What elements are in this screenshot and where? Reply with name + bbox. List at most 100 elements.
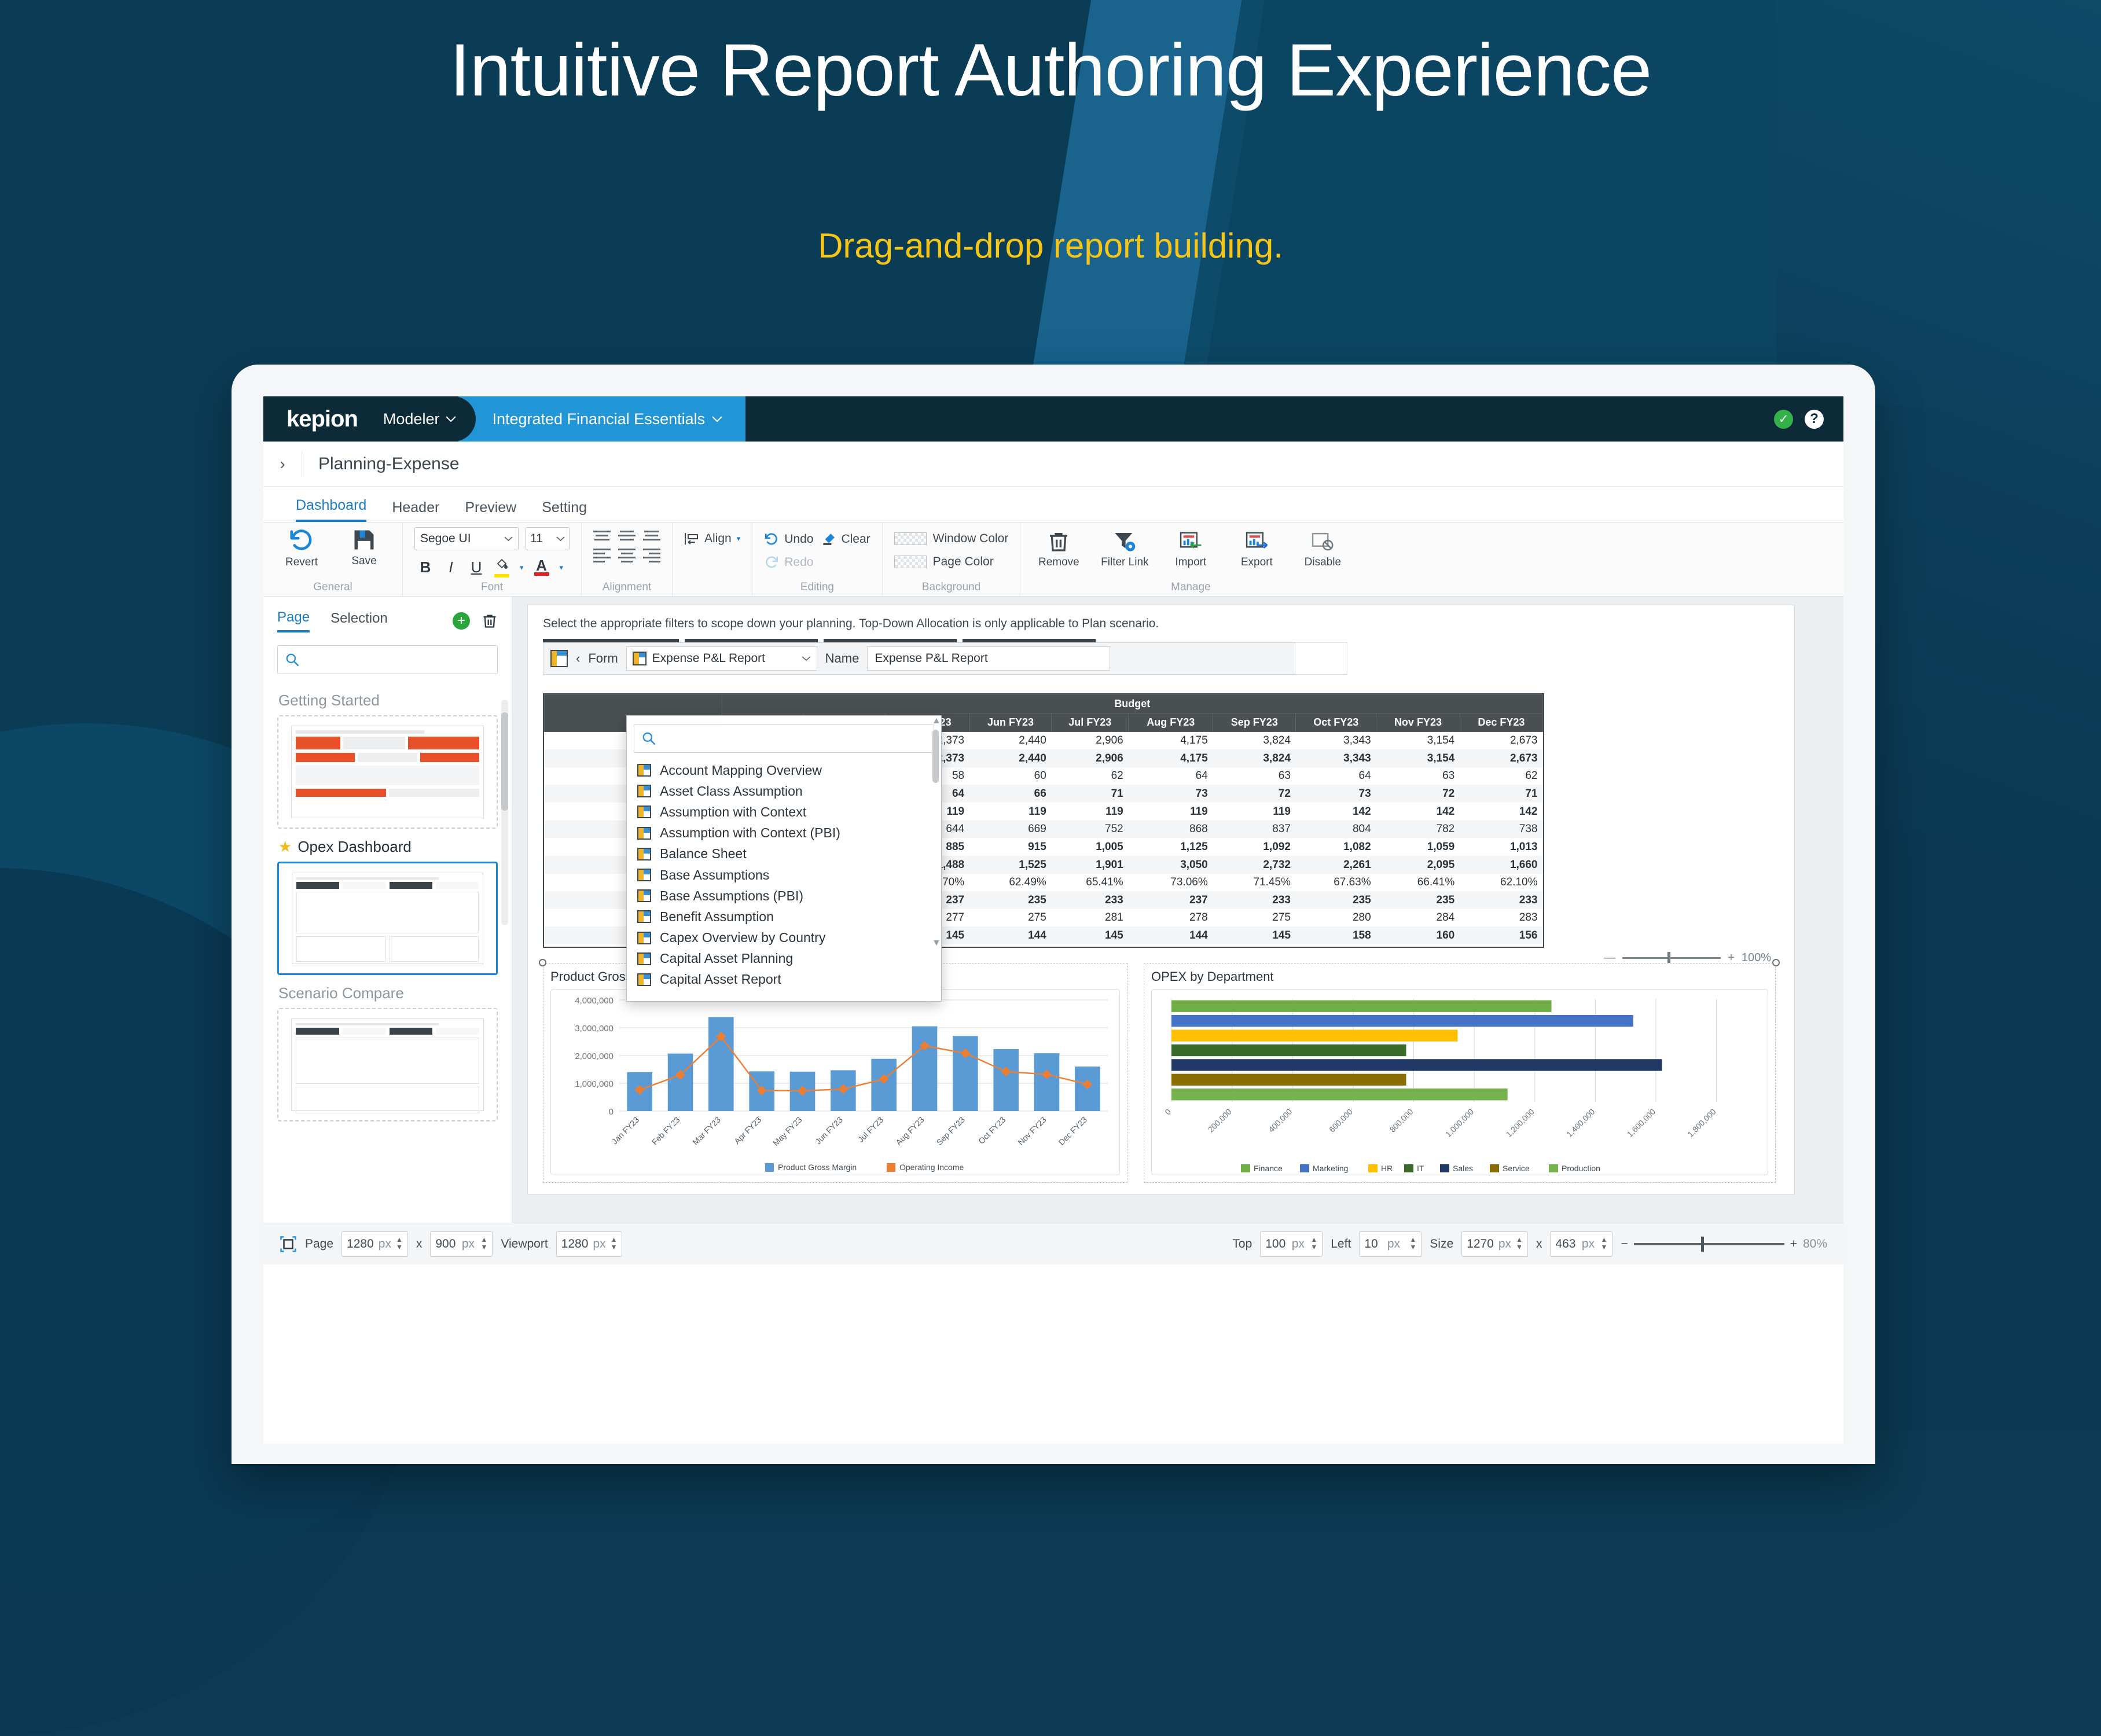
table-cell[interactable]: 71.45% — [1253, 876, 1291, 888]
resize-handle[interactable] — [1772, 959, 1780, 966]
table-cell[interactable]: 63 — [1442, 770, 1455, 782]
import-button[interactable]: Import — [1164, 529, 1217, 569]
tab-preview[interactable]: Preview — [465, 499, 517, 516]
filter-link-button[interactable]: Filter Link — [1098, 529, 1151, 569]
table-cell[interactable]: 64 — [1358, 770, 1371, 782]
status-ok-icon[interactable]: ✓ — [1774, 409, 1793, 429]
stepper-icon[interactable]: ▲ ▼ — [395, 1235, 403, 1251]
align-top-icon[interactable] — [593, 531, 611, 540]
table-cell[interactable]: 158 — [1352, 929, 1371, 941]
page-color-button[interactable]: Page Color — [894, 555, 994, 569]
table-cell[interactable]: 73 — [1195, 787, 1208, 800]
dropdown-item[interactable]: Capex Overview by Country — [634, 928, 934, 948]
stepper-icon[interactable]: ▲ ▼ — [1409, 1235, 1417, 1251]
page-thumbnail-getting-started[interactable] — [277, 715, 498, 829]
table-cell[interactable]: 160 — [1436, 929, 1455, 941]
dropdown-item[interactable]: Assumption with Context (PBI) — [634, 823, 934, 844]
table-cell[interactable]: 1,082 — [1343, 840, 1371, 853]
tab-header[interactable]: Header — [392, 499, 440, 516]
zoom-in-icon[interactable]: + — [1790, 1237, 1797, 1250]
table-cell[interactable]: 1,901 — [1096, 858, 1123, 871]
export-button[interactable]: Export — [1230, 529, 1283, 569]
col-dec[interactable]: Dec FY23 — [1459, 713, 1543, 732]
table-cell[interactable]: 14 — [1376, 944, 1460, 947]
col-aug[interactable]: Aug FY23 — [1128, 713, 1214, 732]
page-thumbnail-opex-dashboard[interactable] — [277, 862, 498, 975]
dropdown-item[interactable]: Account Mapping Overview — [634, 760, 934, 781]
zoom-slider-track[interactable] — [1633, 1236, 1784, 1252]
page-height-field[interactable]: 900 px ▲ ▼ — [430, 1231, 493, 1257]
disable-button[interactable]: Disable — [1296, 529, 1349, 569]
table-cell[interactable]: 275 — [1028, 911, 1046, 924]
table-cell[interactable]: 275 — [1272, 911, 1291, 924]
table-cell[interactable]: 119 — [1190, 805, 1208, 818]
clear-button[interactable]: Clear — [821, 532, 870, 547]
italic-button[interactable]: I — [449, 558, 453, 576]
table-cell[interactable]: 3,050 — [1180, 858, 1208, 871]
table-cell[interactable]: 752 — [1105, 823, 1123, 835]
undo-button[interactable]: Undo — [764, 532, 813, 547]
table-cell[interactable]: 71 — [1525, 787, 1538, 800]
table-cell[interactable]: 1,488 — [936, 858, 965, 871]
table-cell[interactable]: 73.06% — [1170, 876, 1208, 888]
table-cell[interactable] — [1460, 944, 1542, 947]
col-jun[interactable]: Jun FY23 — [969, 713, 1052, 732]
help-icon[interactable]: ? — [1805, 409, 1824, 429]
left-field[interactable]: 10 px ▲ ▼ — [1359, 1231, 1422, 1257]
col-jul[interactable]: Jul FY23 — [1051, 713, 1129, 732]
table-cell[interactable]: 235 — [1436, 893, 1455, 906]
table-cell[interactable]: 669 — [1028, 823, 1046, 835]
chart-opex-by-department[interactable]: OPEX by Department 0 200,000 400,000 600,00… — [539, 959, 1780, 1183]
dropdown-item[interactable]: Capital Asset Report — [634, 969, 934, 990]
plus-icon[interactable]: + — [453, 612, 470, 630]
table-cell[interactable]: 119 — [946, 805, 965, 818]
table-cell[interactable]: 145 — [1272, 929, 1291, 941]
expand-panel-icon[interactable]: › — [280, 454, 285, 473]
table-cell[interactable]: 278 — [1189, 911, 1208, 924]
table-cell[interactable]: 119 — [1029, 805, 1046, 818]
table-cell[interactable]: 1,059 — [1427, 840, 1455, 853]
bold-button[interactable]: B — [420, 558, 431, 576]
table-cell[interactable] — [969, 944, 1052, 947]
dropdown-item[interactable]: Balance Sheet — [634, 844, 934, 865]
window-color-button[interactable]: Window Color — [894, 532, 1008, 546]
table-cell[interactable]: 145 — [1105, 929, 1123, 941]
table-cell[interactable]: 235 — [1028, 893, 1046, 906]
table-cell[interactable]: 235 — [1352, 893, 1371, 906]
table-cell[interactable] — [1052, 944, 1129, 947]
align-left-icon[interactable] — [593, 549, 611, 562]
table-cell[interactable]: 2,732 — [1263, 858, 1291, 871]
table-cell[interactable]: 280 — [1352, 911, 1371, 924]
tab-dashboard[interactable]: Dashboard — [296, 497, 367, 522]
table-cell[interactable]: 3,824 — [1263, 752, 1291, 764]
table-cell[interactable]: 72 — [1278, 787, 1291, 800]
pages-search-input[interactable] — [277, 645, 498, 674]
table-cell[interactable]: 2,373 — [936, 734, 965, 746]
table-cell[interactable]: 283 — [1519, 911, 1538, 924]
table-cell[interactable]: 915 — [1028, 840, 1046, 853]
save-button[interactable]: Save — [337, 527, 391, 568]
table-cell[interactable]: 71 — [1111, 787, 1123, 800]
table-cell[interactable]: 1,525 — [1019, 858, 1046, 871]
table-cell[interactable]: 2,440 — [1019, 734, 1046, 746]
table-cell[interactable]: 119 — [1273, 805, 1291, 818]
dropdown-item[interactable]: Base Assumptions (PBI) — [634, 885, 934, 906]
table-cell[interactable]: 4,175 — [1180, 734, 1208, 746]
text-color-caret-icon[interactable]: ▾ — [559, 562, 564, 572]
align-dropdown-button[interactable]: Align ▾ — [684, 532, 740, 546]
font-size-select[interactable]: 11 — [526, 527, 570, 550]
table-cell[interactable]: 1,125 — [1180, 840, 1208, 853]
highlight-caret-icon[interactable]: ▾ — [520, 562, 524, 572]
tab-selection[interactable]: Selection — [330, 610, 388, 626]
table-cell[interactable]: 65.41% — [1086, 876, 1123, 888]
scroll-up-icon[interactable]: ▲ — [932, 716, 941, 726]
viewport-width-field[interactable]: 1280 px ▲ ▼ — [556, 1231, 623, 1257]
table-cell[interactable]: 66 — [1034, 787, 1046, 800]
dropdown-items[interactable]: Account Mapping Overview Asset Class Assu… — [634, 760, 934, 992]
zoom-in-icon[interactable]: + — [1728, 951, 1735, 964]
text-color-button[interactable]: A — [534, 558, 549, 576]
modeler-menu[interactable]: Modeler — [383, 410, 457, 428]
top-field[interactable]: 100 px ▲ ▼ — [1260, 1231, 1323, 1257]
size-width-field[interactable]: 1270 px ▲ ▼ — [1461, 1231, 1528, 1257]
table-cell[interactable]: 2,440 — [1019, 752, 1046, 764]
